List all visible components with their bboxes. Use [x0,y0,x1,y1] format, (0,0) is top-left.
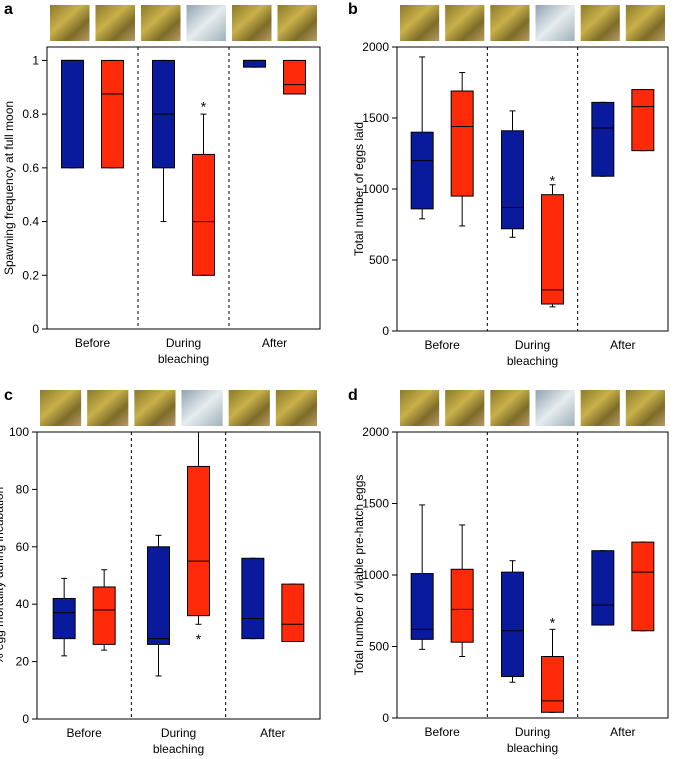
y-tick-label: 0 [382,324,389,338]
y-tick-label: 0.8 [22,107,39,121]
box [591,101,615,177]
y-tick-label: 60 [16,540,30,554]
y-tick-label: 1000 [362,182,389,196]
panel-label: a [4,1,13,18]
box [92,586,116,645]
thumbnail [400,5,440,41]
thumbnail [625,5,665,41]
thumbnail [445,390,485,426]
box [501,571,524,678]
box [450,568,474,643]
thumbnail [400,390,440,426]
y-axis-label: Spawning frequency at full moon [2,101,16,275]
thumbnail [490,5,530,41]
x-tick-label: After [260,726,286,740]
plot-frame [396,46,669,332]
significance-marker: * [550,614,556,630]
y-tick-label: 1 [32,53,39,67]
box [631,89,655,152]
x-tick-label: Before [424,725,460,739]
significance-marker: * [550,173,556,189]
x-tick-label: During bleaching [152,726,205,756]
y-tick-label: 500 [369,640,389,654]
x-tick-label: During bleaching [157,336,210,366]
thumbnail [535,5,575,41]
y-tick-label: 80 [16,482,30,496]
thumbnail [95,5,135,41]
thumbnail [625,390,665,426]
y-tick-label: 0.2 [22,268,39,282]
box [450,90,474,197]
thumbnail [186,5,226,41]
y-tick-label: 40 [16,597,30,611]
thumbnail [228,390,270,426]
y-tick-label: 2000 [362,425,389,439]
y-tick-label: 0 [22,712,29,726]
x-tick-label: Before [424,338,460,352]
thumbnail [580,390,620,426]
box [243,59,266,68]
thumbnail [490,390,530,426]
panel-label: b [348,1,358,18]
plot-frame [396,431,669,719]
thumbnail [275,390,317,426]
box [283,59,306,95]
box [410,573,434,640]
thumbnail [134,390,176,426]
thumbnail [232,5,272,41]
thumbnail [445,5,485,41]
x-tick-label: During bleaching [506,338,559,368]
thumbnail [40,390,82,426]
box [631,541,655,632]
significance-marker: * [196,631,202,647]
y-tick-label: 100 [9,425,29,439]
y-tick-label: 0.6 [22,161,39,175]
panel-label: c [4,387,13,404]
thumbnail [580,5,620,41]
thumbnail [50,5,90,41]
y-tick-label: 1000 [362,568,389,582]
y-tick-label: 500 [369,253,389,267]
y-tick-label: 1500 [362,497,389,511]
x-tick-label: After [261,336,288,350]
y-tick-label: 0 [382,711,389,725]
significance-marker: * [201,98,207,114]
thumbnail [87,390,129,426]
thumbnail [535,390,575,426]
box [61,59,84,169]
box [192,153,215,276]
thumbnail [277,5,317,41]
y-tick-label: 2000 [362,40,389,54]
box [241,557,265,640]
x-tick-label: After [610,338,636,352]
x-tick-label: Before [66,726,102,740]
box [541,194,564,305]
y-tick-label: 0.4 [22,215,39,229]
box [410,131,434,210]
box [281,583,305,643]
box [147,546,170,645]
thumbnail [181,390,223,426]
y-tick-label: 1500 [362,111,389,125]
plot-frame [36,431,321,720]
panel-label: d [348,387,358,404]
y-axis-label: Total number of eggs laid [352,122,366,256]
box [52,597,76,640]
x-tick-label: After [610,725,636,739]
y-axis-label: % egg mortality during incubation [0,487,6,664]
y-tick-label: 20 [16,655,30,669]
x-tick-label: During bleaching [506,725,559,755]
x-tick-label: Before [74,336,111,350]
y-axis-label: Total number of viable pre-hatch eggs [352,475,366,676]
box [501,130,524,230]
box [541,656,564,713]
y-tick-label: 0 [32,322,39,336]
thumbnail [141,5,181,41]
plot-frame [46,46,321,330]
box [591,550,615,626]
box [187,465,210,617]
box [101,59,124,169]
